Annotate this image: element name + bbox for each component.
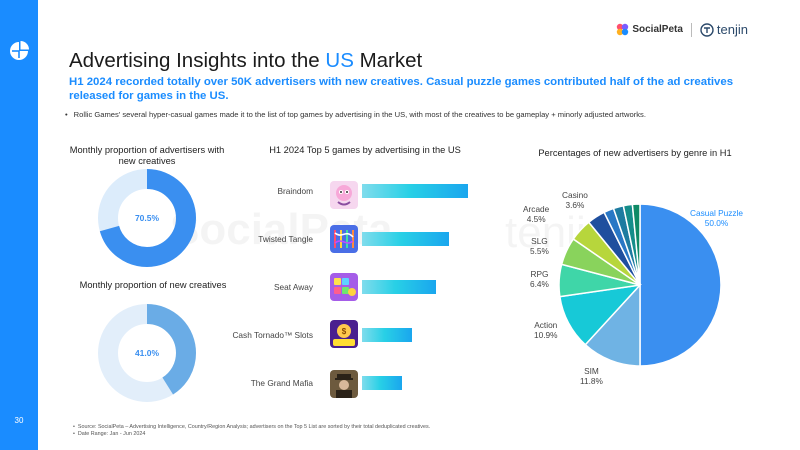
- pie-label-arcade: Arcade 4.5%: [523, 204, 549, 224]
- pie-slice: [584, 283, 641, 367]
- bullet-dot: •: [65, 110, 68, 119]
- socialpeta-text: SocialPeta: [632, 24, 683, 35]
- pie-label-casual-puzzle: Casual Puzzle 50.0%: [690, 208, 743, 228]
- tenjin-text: tenjin: [716, 22, 748, 37]
- donut-chart-creatives: 41.0%: [98, 304, 196, 402]
- label-name: RPG: [530, 269, 549, 279]
- label-name: Casual Puzzle: [690, 208, 744, 218]
- bullet-note: • Rollic Games' several hyper-casual gam…: [65, 110, 745, 119]
- socialpeta-logo: SocialPeta: [616, 23, 683, 36]
- label-name: SLG: [531, 236, 548, 246]
- page-subtitle: H1 2024 recorded totally over 50K advert…: [69, 76, 734, 102]
- tenjin-mark-icon: [700, 22, 714, 37]
- pie-label-sim: SIM 11.8%: [580, 366, 603, 386]
- donut-center-label: 70.5%: [135, 213, 160, 223]
- title-prefix: Advertising Insights into the: [69, 49, 326, 72]
- bar-label: Cash Tornado™ Slots: [232, 330, 313, 340]
- label-name: Arcade: [523, 204, 550, 214]
- donut-value-arc: [98, 169, 196, 267]
- pie-label-slg: SLG 5.5%: [530, 236, 549, 256]
- donut2-title: Monthly proportion of new creatives: [79, 280, 227, 290]
- braindom-game-icon: [330, 181, 358, 209]
- socialpeta-mark-icon: [617, 23, 629, 36]
- label-pct: 4.5%: [526, 214, 546, 224]
- bar: [362, 232, 449, 246]
- page-title: Advertising Insights into the US Market: [69, 49, 422, 73]
- label-pct: 50.0%: [704, 218, 729, 228]
- bar-label: Braindom: [277, 186, 313, 196]
- label-pct: 11.8%: [580, 376, 603, 386]
- bar: [362, 376, 402, 390]
- label-name: SIM: [584, 366, 599, 376]
- donut-center-label: 41.0%: [135, 348, 160, 358]
- footer-date: • Date Range: Jan - Jun 2024: [73, 431, 146, 437]
- seat-away-game-icon: [330, 273, 358, 301]
- bar-chart-title: H1 2024 Top 5 games by advertising in th…: [269, 145, 461, 155]
- bullet-text: Rollic Games' several hyper-casual games…: [73, 110, 646, 119]
- bar: [362, 280, 436, 294]
- footer-source-text: Source: SocialPeta – Advertising Intelli…: [77, 424, 431, 430]
- svg-text:$: $: [342, 327, 347, 336]
- label-name: Action: [534, 320, 558, 330]
- pie-slice: [639, 203, 722, 367]
- label-pct: 3.6%: [565, 200, 585, 210]
- label-pct: 10.9%: [534, 330, 558, 340]
- footer-notes: • Source: SocialPeta – Advertising Intel…: [73, 424, 430, 438]
- bar: [362, 184, 468, 198]
- label-pct: 6.4%: [530, 279, 549, 289]
- pie-label-casino: Casino 3.6%: [562, 190, 588, 210]
- bar-label: Seat Away: [273, 282, 313, 292]
- cash-tornado-slots-game-icon: $: [330, 320, 358, 348]
- title-highlight: US: [325, 49, 354, 72]
- footer-date-text: Date Range: Jan - Jun 2024: [77, 431, 146, 437]
- pie-label-rpg: RPG 6.4%: [530, 269, 549, 289]
- pie-chart-icon: [10, 41, 29, 60]
- sidebar: 30: [0, 0, 38, 450]
- label-name: Casino: [562, 190, 588, 200]
- pie-chart-title: Percentages of new advertisers by genre …: [538, 148, 732, 158]
- bar-label: The Grand Mafia: [250, 378, 313, 388]
- bar-label: Twisted Tangle: [258, 234, 313, 244]
- tenjin-logo: tenjin: [700, 22, 748, 37]
- donut-value-arc: [98, 304, 196, 402]
- footer-source: • Source: SocialPeta – Advertising Intel…: [73, 424, 431, 430]
- pie-label-action: Action 10.9%: [534, 320, 558, 340]
- title-suffix: Market: [353, 49, 423, 72]
- donut1-title: Monthly proportion of advertisers with n…: [69, 145, 225, 166]
- the-grand-mafia-game-icon: [330, 370, 358, 398]
- bar: [362, 328, 412, 342]
- label-pct: 5.5%: [530, 246, 549, 256]
- page-number: 30: [14, 416, 24, 425]
- twisted-tangle-game-icon: [330, 225, 358, 253]
- brand-header: SocialPeta tenjin: [616, 22, 748, 37]
- pie-slice: [631, 203, 641, 286]
- brand-divider: [690, 22, 692, 37]
- donut-chart-advertisers: 70.5%: [98, 169, 196, 267]
